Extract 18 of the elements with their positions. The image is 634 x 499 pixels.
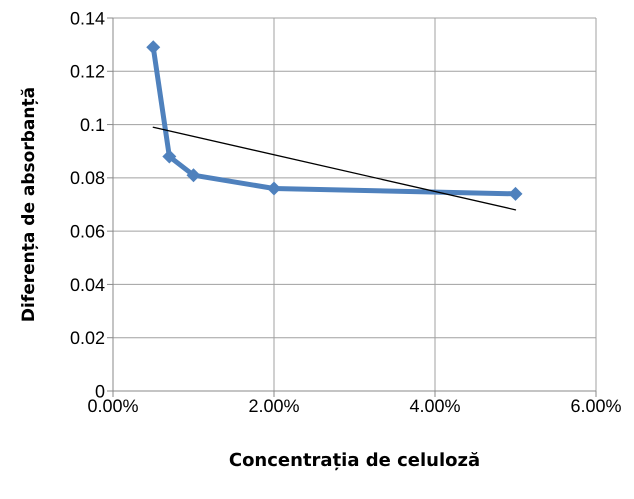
x-tick-label: 2.00% bbox=[248, 396, 300, 416]
point bbox=[508, 186, 522, 201]
y-tick-label: 0.06 bbox=[70, 222, 105, 242]
y-axis-title: Diferența de absorbanță bbox=[19, 86, 40, 322]
x-tick-label: 6.00% bbox=[570, 396, 622, 416]
y-tick-label: 0.02 bbox=[70, 328, 105, 348]
y-tick-label: 0.1 bbox=[80, 114, 105, 135]
point bbox=[146, 40, 160, 54]
point bbox=[186, 168, 200, 182]
point bbox=[267, 182, 281, 196]
x-axis-title: Concentrația de celuloză bbox=[228, 450, 480, 471]
y-tick-label: 0.04 bbox=[70, 274, 105, 295]
point bbox=[162, 150, 176, 164]
x-tick-label: 4.00% bbox=[409, 396, 461, 416]
y-tick-label: 0.14 bbox=[70, 8, 105, 28]
y-tick-label: 0 bbox=[94, 381, 105, 402]
y-tick-label: 0.08 bbox=[70, 168, 105, 188]
y-tick-label: 0.12 bbox=[70, 62, 105, 82]
